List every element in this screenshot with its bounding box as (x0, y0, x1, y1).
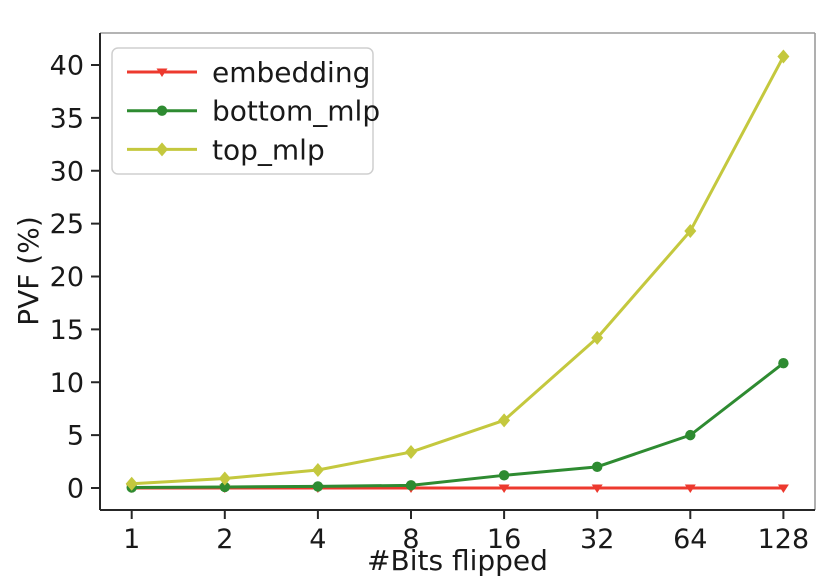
legend-label-top_mlp: top_mlp (212, 133, 325, 166)
legend-label-bottom_mlp: bottom_mlp (212, 95, 380, 128)
series-marker-top_mlp (125, 476, 138, 491)
series-marker-bottom_mlp (219, 481, 230, 493)
legend-box (111, 47, 374, 175)
series-marker-bottom_mlp (685, 429, 696, 441)
y-tick-label: 15 (50, 315, 84, 346)
series-marker-embedding (591, 484, 603, 493)
series-marker-top_mlp (777, 49, 790, 64)
x-tick-label: 8 (402, 524, 419, 555)
x-tick-label: 128 (758, 524, 810, 555)
series-marker-top_mlp (498, 413, 511, 428)
series-marker-top_mlp (218, 471, 231, 486)
y-axis-label: PVF (%) (12, 216, 45, 326)
legend-marker-embedding (156, 68, 168, 77)
series-line-top_mlp (130, 55, 785, 486)
series-marker-top_mlp (405, 445, 417, 460)
x-tick-label: 2 (216, 524, 233, 555)
series-marker-bottom_mlp (778, 358, 789, 369)
series-marker-top_mlp (311, 463, 324, 478)
series-marker-embedding (684, 484, 696, 493)
x-axis-label: #Bits flipped (367, 544, 548, 577)
x-tick-label: 1 (123, 524, 140, 555)
legend-label-embedding: embedding (212, 56, 370, 89)
y-tick-label: 0 (67, 474, 84, 505)
series-marker-embedding (498, 484, 510, 493)
series-marker-bottom_mlp (592, 461, 603, 473)
series-marker-bottom_mlp (498, 470, 510, 481)
y-tick-label: 30 (50, 156, 84, 187)
y-tick-label: 40 (50, 51, 84, 82)
x-tick-label: 16 (487, 524, 521, 555)
series-marker-top_mlp (684, 224, 697, 239)
x-tick-label: 32 (580, 524, 614, 555)
legend-marker-top_mlp (156, 142, 168, 157)
series-marker-bottom_mlp (405, 480, 417, 491)
y-tick-label: 25 (50, 209, 84, 240)
y-tick-label: 20 (50, 262, 84, 293)
y-tick-label: 10 (50, 368, 84, 399)
x-tick-label: 4 (309, 524, 326, 555)
y-tick-label: 5 (67, 421, 84, 452)
legend-marker-bottom_mlp (156, 105, 168, 116)
series-marker-bottom_mlp (312, 481, 324, 492)
y-tick-label: 35 (50, 103, 84, 134)
series-marker-embedding (777, 484, 789, 493)
series-line-bottom_mlp (130, 361, 785, 489)
series-marker-top_mlp (591, 330, 604, 345)
x-tick-label: 64 (673, 524, 707, 555)
